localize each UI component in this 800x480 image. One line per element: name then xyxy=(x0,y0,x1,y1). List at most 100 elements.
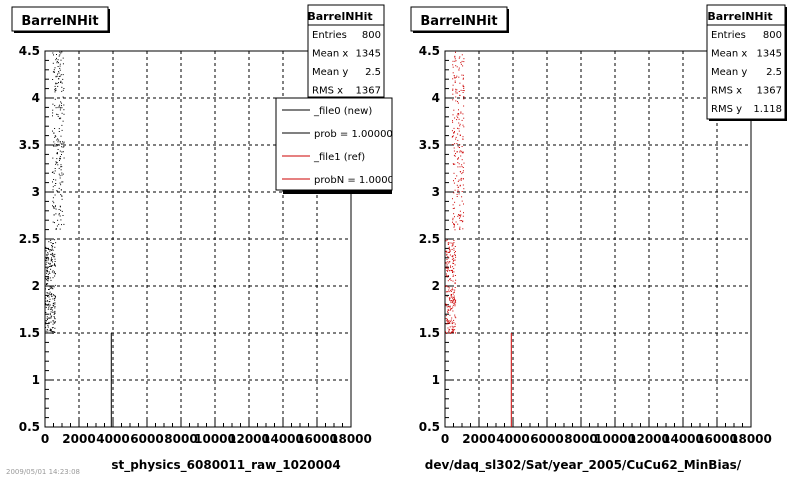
right-data-point xyxy=(459,184,461,186)
right-data-point xyxy=(452,204,454,206)
right-data-point xyxy=(452,163,454,165)
right-x-tick-label: 10000 xyxy=(594,432,636,446)
left-data-point xyxy=(53,254,55,256)
right-data-point xyxy=(463,117,465,119)
right-data-point xyxy=(448,321,450,323)
left-data-point xyxy=(54,105,56,107)
left-data-point xyxy=(49,330,51,332)
right-data-point xyxy=(446,275,448,277)
right-data-point xyxy=(451,325,453,327)
right-data-point xyxy=(459,229,461,230)
left-data-point xyxy=(54,331,56,333)
left-data-point xyxy=(51,245,53,246)
right-data-point xyxy=(453,213,455,215)
left-stats-box: BarrelNHit Entries 800 Mean x 1345 Mean y 2.5… xyxy=(307,4,385,98)
left-data-point xyxy=(52,331,53,333)
left-data-point xyxy=(49,314,51,316)
right-data-point xyxy=(456,196,458,197)
right-data-point xyxy=(452,93,454,95)
right-data-point xyxy=(452,60,454,62)
left-data-point xyxy=(58,62,59,64)
left-data-point xyxy=(60,107,62,109)
right-data-point xyxy=(456,184,458,186)
left-data-point xyxy=(57,73,58,75)
left-data-point xyxy=(45,246,47,248)
left-data-point xyxy=(59,67,61,69)
left-data-point xyxy=(62,96,64,98)
right-data-point xyxy=(452,327,454,329)
right-data-point xyxy=(458,57,460,59)
left-data-point xyxy=(58,214,60,216)
left-data-point xyxy=(59,107,61,109)
right-data-point xyxy=(462,172,464,173)
right-data-point xyxy=(449,309,451,311)
right-data-point xyxy=(462,136,464,138)
left-data-point xyxy=(52,200,54,202)
right-data-point xyxy=(458,76,460,78)
right-data-point xyxy=(453,291,455,293)
left-data-point xyxy=(46,316,48,318)
right-data-point xyxy=(454,223,455,225)
left-data-point xyxy=(61,195,63,197)
right-data-point xyxy=(453,326,455,328)
right-data-point xyxy=(450,319,452,321)
left-data-point xyxy=(52,62,54,64)
right-data-point xyxy=(454,77,456,79)
right-data-point xyxy=(454,254,456,256)
left-data-point xyxy=(52,270,54,272)
left-data-point xyxy=(53,302,54,304)
left-data-point xyxy=(60,101,62,103)
left-data-point xyxy=(59,182,61,184)
right-y-tick-label: 0.5 xyxy=(419,420,440,434)
left-data-point xyxy=(55,228,57,230)
left-data-point xyxy=(46,318,48,320)
left-data-point xyxy=(61,198,63,200)
right-data-point xyxy=(453,319,455,321)
left-data-point xyxy=(60,184,62,186)
left-data-point xyxy=(57,138,59,140)
left-data-point xyxy=(53,294,55,296)
right-data-point xyxy=(461,74,463,76)
left-data-point xyxy=(54,275,56,277)
right-data-point xyxy=(458,157,459,159)
left-data-point xyxy=(59,69,61,71)
left-data-point xyxy=(53,179,55,180)
left-data-point xyxy=(54,317,55,319)
left-x-tick-label: 0 xyxy=(41,432,49,446)
left-data-point xyxy=(54,143,56,145)
left-data-point xyxy=(53,286,55,288)
left-data-point xyxy=(55,88,57,89)
left-data-point xyxy=(54,295,56,297)
left-data-point xyxy=(57,164,59,166)
left-data-point xyxy=(53,145,55,147)
right-data-point xyxy=(451,242,453,244)
right-data-point xyxy=(454,216,455,218)
left-x-tick-label: 18000 xyxy=(330,432,372,446)
left-data-point xyxy=(56,153,58,155)
left-data-point xyxy=(61,144,63,145)
left-data-point xyxy=(50,311,52,313)
left-data-point xyxy=(59,206,61,208)
left-data-point xyxy=(56,162,57,164)
right-data-point xyxy=(450,300,452,302)
left-data-point xyxy=(58,223,60,225)
right-data-point xyxy=(447,244,449,245)
right-data-point xyxy=(461,196,463,198)
right-data-point xyxy=(452,300,454,302)
left-data-point xyxy=(52,277,54,279)
left-data-point xyxy=(46,255,48,256)
left-data-point xyxy=(53,132,55,134)
right-x-tick-label: 12000 xyxy=(628,432,670,446)
left-data-point xyxy=(57,114,59,116)
right-data-point xyxy=(449,251,451,253)
left-data-point xyxy=(55,205,56,207)
right-data-point xyxy=(448,262,450,264)
left-data-point xyxy=(47,280,49,282)
right-data-point xyxy=(454,55,456,57)
right-data-point xyxy=(453,295,455,297)
left-data-point xyxy=(63,146,65,148)
right-data-point xyxy=(452,302,454,304)
right-data-point xyxy=(448,297,450,299)
right-data-point xyxy=(448,248,450,250)
right-y-tick-label: 2 xyxy=(432,279,440,293)
